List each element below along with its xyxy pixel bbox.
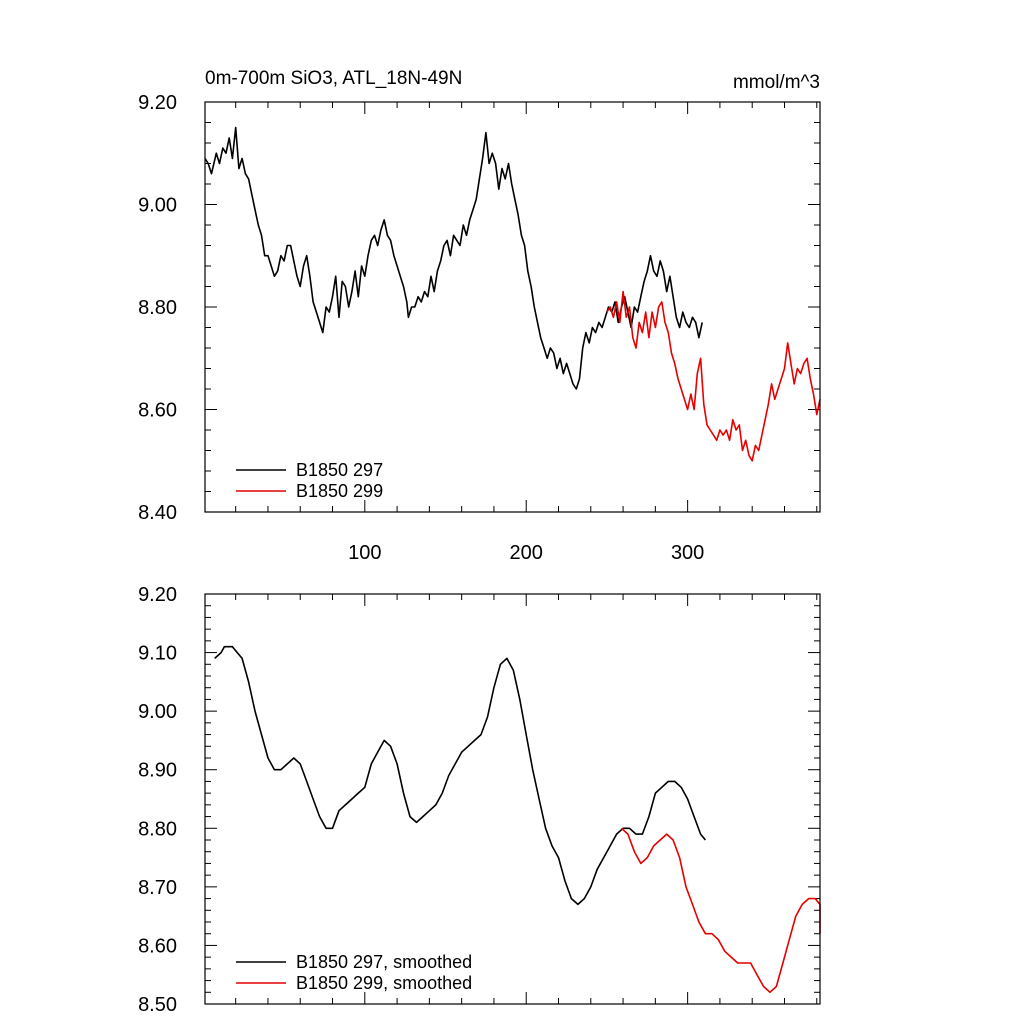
bottom-ytick-label: 8.70 (138, 877, 177, 899)
top-xtick-label: 300 (671, 542, 704, 564)
bottom-ytick-label: 8.50 (138, 994, 177, 1016)
top-legend-label-1: B1850 299 (296, 481, 383, 501)
bottom-series-line-0 (214, 645, 707, 906)
top-ytick-label: 8.80 (138, 297, 177, 319)
bottom-panel: 8.50 8.60 8.70 8.80 8.90 9.00 9.10 9.20 B1850 2… (138, 584, 821, 1016)
bottom-legend-label-0: B1850 297, smoothed (296, 952, 472, 972)
top-ytick-label: 9.20 (138, 92, 177, 114)
bottom-ytick-label: 9.20 (138, 584, 177, 606)
top-legend: B1850 297 B1850 299 (236, 460, 383, 501)
bottom-legend: B1850 297, smoothed B1850 299, smoothed (236, 952, 472, 993)
top-legend-label-0: B1850 297 (296, 460, 383, 480)
top-series (204, 126, 821, 462)
bottom-ytick-label: 9.10 (138, 643, 177, 665)
bottom-plot-frame (204, 593, 821, 1005)
bottom-ytick-label: 8.90 (138, 760, 177, 782)
bottom-ticks: 8.50 8.60 8.70 8.80 8.90 9.00 9.10 9.20 (138, 584, 820, 1016)
bottom-ytick-label: 8.80 (138, 818, 177, 840)
top-chart-units: mmol/m^3 (733, 72, 820, 93)
top-panel: 0m-700m SiO3, ATL_18N-49N mmol/m^3 8.408… (138, 68, 821, 564)
top-ticks: 8.40 8.60 8.80 9.00 9.20 100 200 300 (138, 92, 820, 564)
top-series-line-0 (204, 126, 703, 390)
top-chart-title: 0m-700m SiO3, ATL_18N-49N (205, 68, 462, 89)
top-series-line-1 (606, 290, 821, 462)
top-ytick-label: 9.00 (138, 195, 177, 217)
bottom-series (214, 645, 821, 994)
bottom-ytick-label: 8.60 (138, 935, 177, 957)
top-xtick-label: 200 (510, 542, 543, 564)
top-ytick-label: 8.60 (138, 400, 177, 422)
top-xtick-label: 100 (348, 542, 381, 564)
bottom-legend-label-1: B1850 299, smoothed (296, 973, 472, 993)
top-ytick-label: 8.40 (138, 502, 177, 524)
top-plot-frame (204, 101, 821, 513)
bottom-series-line-1 (620, 827, 821, 994)
bottom-ytick-label: 9.00 (138, 701, 177, 723)
